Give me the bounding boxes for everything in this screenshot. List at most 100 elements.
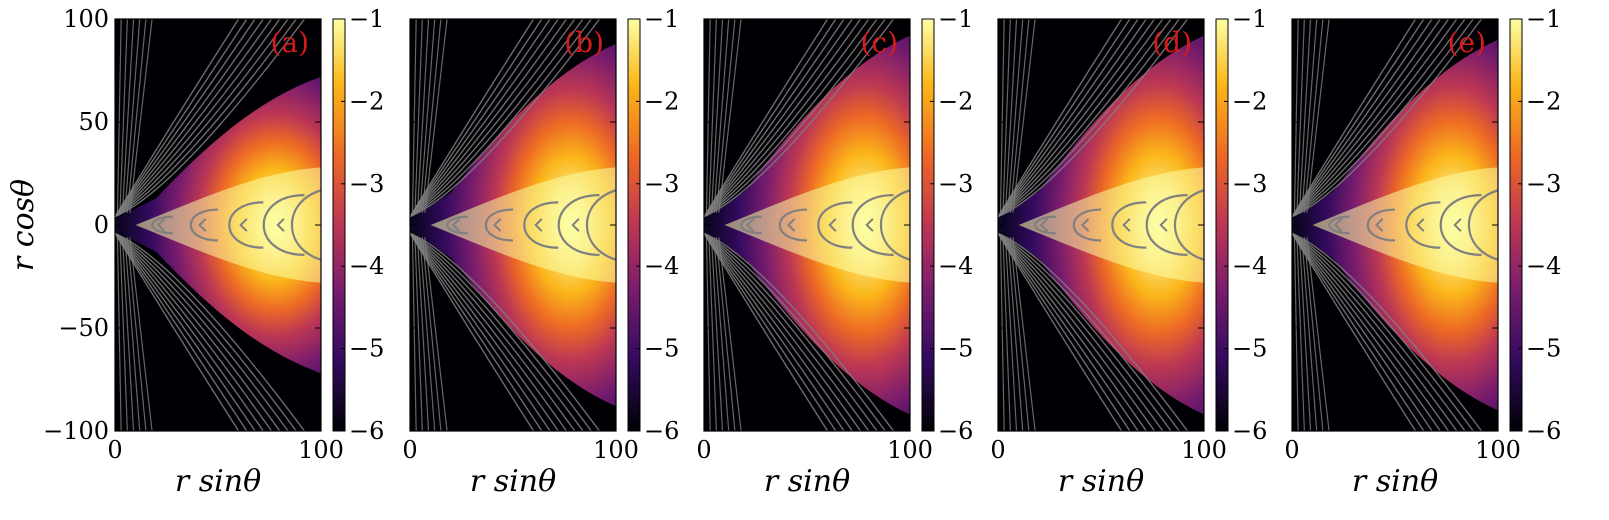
streamline-arrow	[1416, 218, 1425, 232]
colorbar-tick-label: −4	[644, 252, 679, 280]
streamline-arrow	[156, 218, 166, 232]
streamline	[414, 19, 423, 431]
field-loop	[189, 208, 219, 242]
streamline	[1292, 232, 1425, 431]
field-loop	[778, 208, 808, 242]
streamline	[1292, 232, 1441, 431]
streamline-arrow	[1039, 218, 1049, 232]
panel-label: (d)	[1152, 26, 1192, 59]
x-axis-label: r sinθ	[175, 464, 261, 499]
streamline	[1292, 232, 1483, 431]
streamline	[411, 19, 417, 431]
x-axis-label: r sinθ	[470, 464, 556, 499]
field-loop	[1111, 201, 1147, 249]
colorbar-tick-label: −1	[644, 5, 679, 33]
streamline	[704, 232, 837, 431]
y-tick-label: 0	[94, 211, 109, 239]
streamline	[999, 19, 1005, 431]
x-tick-label: 100	[1475, 436, 1521, 464]
x-tick-label: 100	[887, 436, 933, 464]
x-tick-label: 0	[107, 436, 122, 464]
x-axis-label: r sinθ	[1058, 464, 1144, 499]
streamline	[1301, 19, 1318, 431]
field-loop	[557, 194, 600, 256]
streamline	[410, 232, 559, 431]
streamline	[410, 232, 584, 431]
field-loop	[1468, 189, 1498, 261]
panel-label: (c)	[860, 26, 898, 59]
panel-5: 0 100 r sinθ (e) −1 −2 −3 −4 −5 −6	[1284, 5, 1561, 499]
panel-3: 0 100 r sinθ (c) −1 −2 −3 −4 −5 −6	[696, 5, 973, 499]
streamline-arrow	[1159, 218, 1168, 232]
streamline	[998, 232, 1189, 431]
streamline-arrow	[571, 218, 580, 232]
y-tick-label: −100	[43, 417, 109, 445]
field-loop	[291, 189, 321, 261]
streamline	[410, 232, 551, 431]
colorbar-tick-label: −2	[938, 87, 973, 115]
field-loop	[262, 194, 305, 256]
colorbar-tick-label: −2	[644, 87, 679, 115]
colorbar-tick-label: −3	[644, 170, 679, 198]
streamline	[121, 19, 135, 431]
y-tick-label: 100	[63, 5, 109, 33]
streamline	[410, 19, 592, 218]
streamline-arrow	[1375, 218, 1384, 232]
colorbar	[921, 18, 935, 432]
streamline	[715, 19, 736, 431]
streamline-arrow	[1081, 218, 1090, 232]
streamline	[704, 19, 895, 218]
field-loop	[484, 208, 514, 242]
field-loop	[228, 201, 264, 249]
streamline	[713, 19, 730, 431]
field-loop	[1366, 208, 1396, 242]
streamline	[998, 232, 1139, 431]
streamline	[129, 19, 153, 431]
streamline	[421, 19, 442, 431]
streamline	[998, 232, 1123, 431]
streamline	[998, 232, 1131, 431]
streamline	[998, 19, 1180, 218]
field-loop	[740, 215, 762, 235]
streamline	[1292, 232, 1474, 431]
streamline	[115, 232, 256, 431]
streamline-arrow	[198, 218, 207, 232]
colorbar-tick-label: −3	[1232, 170, 1267, 198]
colorbar-tick-label: −5	[1526, 335, 1561, 363]
streamline	[718, 19, 742, 431]
streamline	[1306, 19, 1330, 431]
streamline	[126, 19, 147, 431]
field-loop	[523, 201, 559, 249]
streamline	[119, 19, 128, 431]
streamline	[115, 19, 297, 218]
streamline	[704, 19, 853, 218]
streamline	[704, 19, 829, 218]
field-loop	[1145, 194, 1188, 256]
streamline	[998, 232, 1147, 431]
streamline	[998, 232, 1180, 431]
streamline	[1007, 19, 1024, 431]
streamline	[704, 19, 845, 218]
streamline	[704, 232, 853, 431]
streamline	[1004, 19, 1018, 431]
colorbar-tick-label: −1	[349, 5, 384, 33]
streamline	[998, 19, 1139, 218]
streamline	[704, 232, 886, 431]
streamline	[410, 19, 551, 218]
streamline	[1292, 19, 1483, 218]
streamline	[1292, 19, 1425, 218]
streamline	[115, 19, 289, 218]
streamline	[1293, 19, 1299, 431]
colorbar-tick-label: −4	[1232, 252, 1267, 280]
colorbar	[627, 18, 641, 432]
field-loop	[1405, 201, 1441, 249]
streamline	[1009, 19, 1030, 431]
colorbar-tick-label: −2	[1232, 87, 1267, 115]
streamline	[1292, 19, 1441, 218]
colorbar-tick-label: −3	[1526, 170, 1561, 198]
streamline	[998, 19, 1147, 218]
streamline	[998, 19, 1123, 218]
panel-field	[410, 19, 616, 431]
streamline	[410, 232, 601, 431]
